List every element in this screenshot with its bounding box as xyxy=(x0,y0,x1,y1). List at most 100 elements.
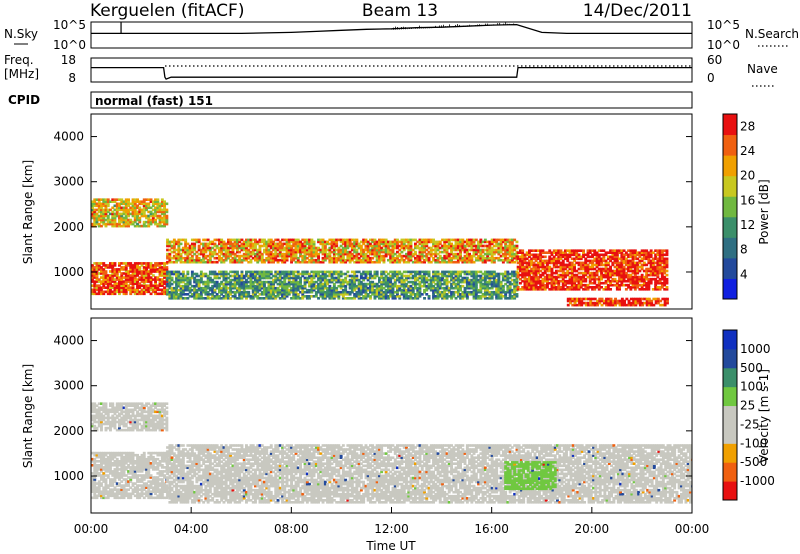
power-echo-cell xyxy=(373,293,377,296)
power-echo-cell xyxy=(364,254,368,258)
power-echo-cell xyxy=(472,248,476,252)
power-echo-cell xyxy=(414,258,417,262)
power-echo-cell xyxy=(136,206,139,210)
power-echo-cell xyxy=(224,284,228,288)
power-echo-cell xyxy=(396,284,399,288)
power-echo-cell xyxy=(557,249,561,252)
power-echo-cell xyxy=(294,293,298,296)
power-echo-cell xyxy=(391,297,395,300)
power-echo-cell xyxy=(292,282,296,286)
power-echo-cell xyxy=(582,288,585,291)
power-echo-cell xyxy=(523,267,527,271)
power-echo-cell xyxy=(391,274,395,278)
power-echo-cell xyxy=(151,216,155,220)
power-echo-cell xyxy=(195,272,199,276)
power-echo-cell xyxy=(515,252,519,256)
power-echo-cell xyxy=(495,295,499,298)
power-echo-cell xyxy=(591,261,594,265)
power-echo-cell xyxy=(285,248,289,252)
power-echo-cell xyxy=(618,271,621,275)
power-echo-cell xyxy=(181,284,185,288)
power-echo-cell xyxy=(314,280,318,284)
power-echo-cell xyxy=(525,253,529,257)
power-echo-cell xyxy=(299,246,302,250)
power-echo-cell xyxy=(115,214,119,218)
power-echo-cell xyxy=(633,263,637,267)
power-echo-cell xyxy=(521,251,525,254)
power-echo-cell xyxy=(129,292,133,296)
power-echo-cell xyxy=(260,293,264,296)
power-echo-cell xyxy=(434,278,438,282)
power-echo-cell xyxy=(317,260,320,264)
power-echo-cell xyxy=(131,210,135,214)
power-echo-cell xyxy=(645,251,649,254)
power-echo-cell xyxy=(434,295,438,298)
power-echo-cell xyxy=(570,257,574,261)
power-echo-cell xyxy=(575,255,579,259)
power-echo-cell xyxy=(438,276,442,280)
power-echo-cell xyxy=(359,248,363,252)
power-echo-cell xyxy=(120,218,124,222)
power-echo-cell xyxy=(344,293,348,296)
power-echo-cell xyxy=(188,286,192,290)
power-echo-cell xyxy=(335,276,339,280)
power-echo-cell xyxy=(530,281,534,285)
power-echo-cell xyxy=(124,270,128,273)
power-echo-cell xyxy=(330,242,334,246)
power-echo-cell xyxy=(283,276,287,280)
power-echo-cell xyxy=(364,290,368,294)
power-echo-cell xyxy=(195,282,199,286)
power-echo-cell xyxy=(106,202,110,206)
power-echo-cell xyxy=(120,288,124,292)
power-echo-cell xyxy=(269,276,273,280)
power-echo-cell xyxy=(384,246,388,250)
power-echo-cell xyxy=(287,272,291,276)
power-echo-cell xyxy=(193,260,197,264)
power-echo-cell xyxy=(350,280,354,284)
power-echo-cell xyxy=(177,250,181,254)
power-echo-cell xyxy=(649,265,653,269)
power-echo-cell xyxy=(294,284,298,288)
power-echo-cell xyxy=(193,246,197,250)
power-echo-cell xyxy=(443,246,447,250)
power-echo-cell xyxy=(506,276,510,280)
power-echo-cell xyxy=(136,280,139,283)
power-echo-cell xyxy=(645,286,649,289)
power-echo-cell xyxy=(366,260,370,264)
power-echo-cell xyxy=(122,220,126,224)
power-echo-cell xyxy=(499,284,503,288)
power-echo-cell xyxy=(163,268,166,271)
power-echo-cell xyxy=(559,261,563,265)
power-echo-cell xyxy=(441,258,444,262)
power-echo-cell xyxy=(586,253,590,257)
power-echo-cell xyxy=(294,282,298,286)
power-echo-cell xyxy=(238,274,242,278)
power-echo-cell xyxy=(490,286,494,290)
power-echo-cell xyxy=(147,202,151,206)
power-echo-cell xyxy=(287,242,291,246)
power-echo-cell xyxy=(371,244,375,248)
power-echo-cell xyxy=(552,265,556,269)
power-echo-cell xyxy=(586,259,590,263)
power-echo-cell xyxy=(443,238,447,242)
power-echo-cell xyxy=(215,297,219,300)
power-echo-cell xyxy=(283,274,287,278)
power-echo-cell xyxy=(434,258,438,262)
power-echo-cell xyxy=(323,286,327,290)
power-echo-cell xyxy=(149,220,153,224)
power-echo-cell xyxy=(218,290,221,294)
power-echo-cell xyxy=(396,250,399,254)
power-echo-cell xyxy=(541,267,545,271)
power-echo-cell xyxy=(604,273,608,277)
power-echo-cell xyxy=(267,295,271,298)
power-echo-cell xyxy=(224,248,228,252)
power-echo-cell xyxy=(276,260,280,264)
power-echo-cell xyxy=(97,216,101,220)
power-echo-cell xyxy=(465,284,469,288)
power-echo-cell xyxy=(160,270,164,273)
power-echo-cell xyxy=(231,248,235,252)
power-echo-cell xyxy=(387,242,390,246)
power-echo-cell xyxy=(640,275,644,279)
power-echo-cell xyxy=(330,246,334,250)
power-echo-cell xyxy=(197,246,201,250)
